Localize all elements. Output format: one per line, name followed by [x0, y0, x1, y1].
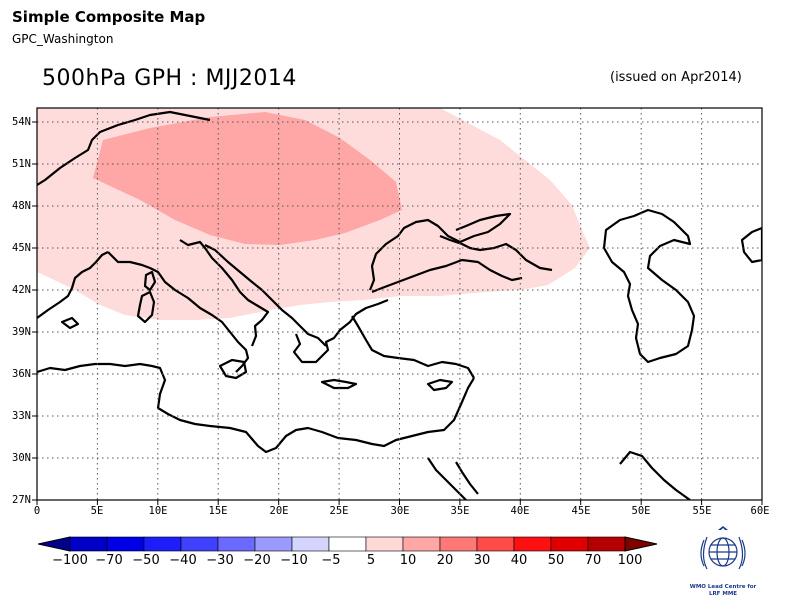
lat-label: 39N	[12, 326, 31, 338]
legend-cell	[365, 536, 404, 552]
lat-label: 54N	[12, 116, 31, 128]
lat-label: 51N	[12, 158, 31, 170]
legend-label: 5	[366, 553, 376, 568]
legend-label: 10	[399, 553, 417, 568]
legend-label: −30	[206, 553, 234, 568]
legend-label: 30	[473, 553, 491, 568]
logo-text: WMO Lead Centre for	[689, 584, 757, 590]
legend-cell	[38, 536, 71, 552]
legend-label: 50	[547, 553, 565, 568]
legend-cell	[143, 536, 182, 552]
lon-label: 55E	[692, 505, 712, 517]
issued-date: (issued on Apr2014)	[610, 70, 742, 85]
lat-label: 36N	[12, 368, 31, 380]
legend-label: −70	[95, 553, 123, 568]
lon-label: 20E	[269, 505, 289, 517]
legend-cell	[69, 536, 108, 552]
legend-cell	[254, 536, 293, 552]
grid-lines	[37, 108, 762, 500]
map-panel	[32, 107, 763, 505]
lon-label: 50E	[631, 505, 651, 517]
coastlines	[37, 110, 762, 500]
anomaly-region-moderate	[93, 112, 402, 245]
lon-label: 45E	[571, 505, 591, 517]
lon-label: 40E	[510, 505, 530, 517]
legend-cell	[587, 536, 626, 552]
map-title: 500hPa GPH : MJJ2014	[42, 66, 297, 91]
lon-label: 5E	[90, 505, 104, 517]
wmo-logo	[700, 526, 746, 570]
lon-label: 30E	[390, 505, 410, 517]
lon-label: 60E	[750, 505, 770, 517]
legend-label: −5	[321, 553, 341, 568]
legend-label: −100	[52, 553, 88, 568]
lon-label: 10E	[148, 505, 168, 517]
legend-label: 70	[584, 553, 602, 568]
legend-cell	[328, 536, 367, 552]
legend-label: 100	[617, 553, 643, 568]
legend-cell	[476, 536, 515, 552]
lat-label: 42N	[12, 284, 31, 296]
legend-cell	[550, 536, 589, 552]
legend-cell	[624, 536, 658, 552]
legend-label: −10	[280, 553, 308, 568]
logo-text: LRF MME	[708, 591, 738, 597]
legend-cell	[180, 536, 219, 552]
legend-label: 20	[436, 553, 454, 568]
legend-label: −20	[243, 553, 271, 568]
lat-label: 27N	[12, 494, 31, 506]
lat-label: 48N	[12, 200, 31, 212]
legend-cell	[513, 536, 552, 552]
legend-cell	[402, 536, 441, 552]
legend-label: 40	[510, 553, 528, 568]
lon-label: 0	[33, 505, 41, 517]
lon-label: 15E	[208, 505, 228, 517]
legend-cell	[439, 536, 478, 552]
legend-label: −50	[132, 553, 160, 568]
legend-cell	[106, 536, 145, 552]
lat-label: 30N	[12, 452, 31, 464]
legend-cell	[217, 536, 256, 552]
lon-label: 35E	[450, 505, 470, 517]
legend-cell	[291, 536, 330, 552]
lat-label: 33N	[12, 410, 31, 422]
color-legend	[38, 536, 658, 552]
lat-label: 45N	[12, 242, 31, 254]
source-label: GPC_Washington	[12, 32, 114, 46]
legend-label: −40	[169, 553, 197, 568]
app-title: Simple Composite Map	[12, 8, 206, 26]
lon-label: 25E	[329, 505, 349, 517]
